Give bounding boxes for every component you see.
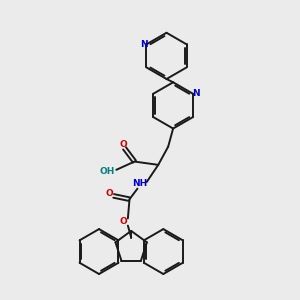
- Text: OH: OH: [99, 167, 115, 176]
- Text: O: O: [106, 189, 114, 198]
- Text: O: O: [120, 217, 128, 226]
- Text: N: N: [140, 40, 148, 49]
- Text: NH: NH: [133, 179, 148, 188]
- Text: O: O: [120, 140, 128, 149]
- Text: N: N: [192, 89, 200, 98]
